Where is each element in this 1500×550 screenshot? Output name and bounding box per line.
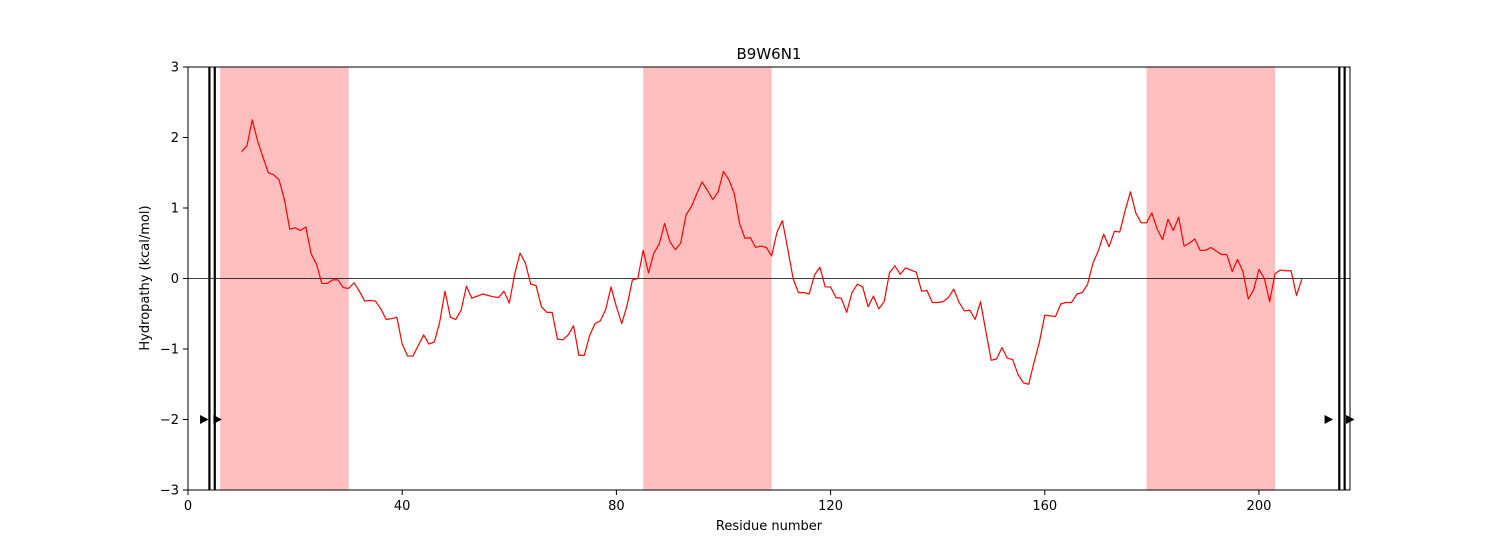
x-tick-label-5: 200 xyxy=(1247,499,1272,514)
triangle-marker-0 xyxy=(200,415,209,424)
y-tick-label-2: −1 xyxy=(160,343,179,358)
chart-title: B9W6N1 xyxy=(737,45,802,63)
y-tick-label-6: 3 xyxy=(171,61,179,76)
x-axis-label: Residue number xyxy=(716,519,823,534)
y-tick-label-1: −2 xyxy=(160,413,179,428)
series-line-0 xyxy=(241,119,1303,385)
axes: 0 40 80 120 160 200 −3 −2 −1 0 1 2 3 xyxy=(160,61,1351,514)
y-tick-label-0: −3 xyxy=(160,484,179,499)
x-tick-label-2: 80 xyxy=(608,499,625,514)
x-tick-label-0: 0 xyxy=(184,499,192,514)
triangle-marker-1 xyxy=(213,415,222,424)
x-tick-label-4: 160 xyxy=(1032,499,1057,514)
y-axis-label: Hydropathy (kcal/mol) xyxy=(138,205,153,350)
x-tick-label-3: 120 xyxy=(818,499,843,514)
x-tick-label-1: 40 xyxy=(394,499,411,514)
y-tick-label-5: 2 xyxy=(171,131,179,146)
y-tick-label-4: 1 xyxy=(171,202,179,217)
y-tick-label-3: 0 xyxy=(171,272,179,287)
triangle-marker-2 xyxy=(1324,415,1334,424)
plot-area xyxy=(188,67,1355,490)
